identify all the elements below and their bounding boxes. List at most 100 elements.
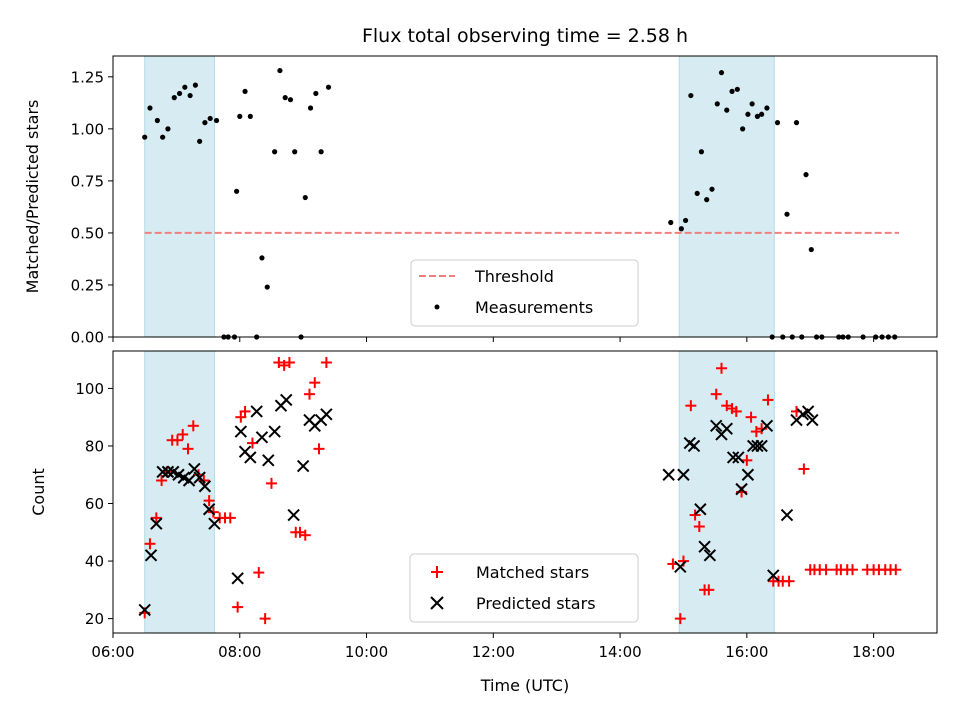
y-tick-label-1: 0.25 xyxy=(71,276,104,294)
x-tick-label-0: 06:00 xyxy=(91,643,134,661)
matched-stars-point-31 xyxy=(309,377,321,389)
ratio-panel-frame xyxy=(112,55,938,338)
matched-stars-point-48 xyxy=(741,454,753,466)
matched-stars-point-3 xyxy=(156,474,168,486)
predicted-stars-point-31 xyxy=(674,560,687,574)
matched-stars-point-26 xyxy=(283,357,295,369)
measurements-point-27 xyxy=(287,97,294,103)
measurements-point-43 xyxy=(714,101,720,107)
predicted-stars-point-0 xyxy=(138,603,151,617)
predicted-stars-point-42 xyxy=(732,451,745,464)
predicted-stars-point-50 xyxy=(780,508,794,522)
observing-window-0 xyxy=(144,55,215,338)
y-tick-label-4: 100 xyxy=(75,380,104,398)
measurements-point-47 xyxy=(734,86,740,92)
matched-stars-point-23 xyxy=(265,477,277,489)
predicted-stars-point-46 xyxy=(751,439,764,453)
measurements-point-57 xyxy=(784,211,790,217)
chart-title: Flux total observing time = 2.58 h xyxy=(362,25,688,47)
measurements-point-13 xyxy=(213,117,220,124)
measurements-point-10 xyxy=(197,138,203,144)
legend-measurements-swatch xyxy=(434,304,440,310)
x-tick-label-3: 12:00 xyxy=(472,643,515,661)
predicted-stars-point-23 xyxy=(280,393,293,407)
measurements-point-59 xyxy=(793,120,800,126)
y-tick-label-1: 40 xyxy=(85,553,104,571)
measurements-point-23 xyxy=(264,284,270,290)
matched-stars-point-43 xyxy=(715,362,727,374)
count-y-label: Count xyxy=(29,468,48,516)
matched-stars-point-12 xyxy=(203,495,215,507)
matched-stars-point-9 xyxy=(187,420,199,432)
predicted-stars-point-21 xyxy=(268,425,281,438)
matched-stars-point-46 xyxy=(730,405,742,417)
x-axis-label: Time (UTC) xyxy=(480,676,569,695)
measurements-point-12 xyxy=(207,115,213,122)
measurements-point-42 xyxy=(709,186,715,192)
measurements-point-61 xyxy=(803,172,809,178)
measurements-point-5 xyxy=(171,95,177,101)
measurements-point-1 xyxy=(147,105,153,111)
legend-threshold-label: Threshold xyxy=(474,267,554,286)
predicted-stars-point-40 xyxy=(720,422,733,435)
measurements-point-4 xyxy=(165,126,171,132)
matched-stars-point-38 xyxy=(689,509,701,521)
predicted-stars-point-11 xyxy=(198,480,212,493)
y-tick-label-0: 0.00 xyxy=(71,329,104,347)
measurements-point-37 xyxy=(682,217,689,224)
measurements-point-35 xyxy=(668,219,674,226)
x-tick-label-2: 10:00 xyxy=(345,643,388,661)
predicted-stars-point-12 xyxy=(202,503,216,516)
measurements-point-40 xyxy=(698,149,705,155)
measurements-point-53 xyxy=(764,105,770,111)
measurements-point-0 xyxy=(142,134,148,140)
observing-windows xyxy=(144,350,775,634)
measurements-point-20 xyxy=(247,113,253,119)
measurements-point-9 xyxy=(192,82,198,88)
measurements-point-24 xyxy=(272,149,278,155)
y-tick-label-3: 80 xyxy=(85,437,104,455)
y-tick-label-0: 20 xyxy=(85,610,104,628)
predicted-stars-point-17 xyxy=(244,451,257,464)
measurements-point-50 xyxy=(749,101,755,107)
ratio-panel: 0.00 0.25 0.50 0.75 1.00 1.25 Flux total obse… xyxy=(23,25,938,347)
predicted-stars-point-53 xyxy=(801,405,815,418)
matched-stars-point-30 xyxy=(303,388,315,400)
predicted-stars-point-1 xyxy=(144,549,158,562)
measurements-point-18 xyxy=(237,113,243,119)
measurements-point-7 xyxy=(182,84,188,90)
measurements-point-8 xyxy=(187,92,193,99)
ratio-y-ticks: 0.00 0.25 0.50 0.75 1.00 1.25 xyxy=(71,68,113,347)
matched-stars-point-22 xyxy=(259,613,271,625)
matched-stars-point-2 xyxy=(150,512,162,524)
measurements-point-26 xyxy=(282,95,288,101)
y-tick-label-5: 1.25 xyxy=(71,68,104,86)
predicted-stars-point-25 xyxy=(296,459,310,473)
measurements-point-41 xyxy=(704,197,710,203)
matched-stars-point-41 xyxy=(703,584,715,596)
predicted-stars-point-9 xyxy=(188,462,201,476)
measurements-point-44 xyxy=(718,70,725,76)
measurements-point-34 xyxy=(325,84,332,90)
matched-stars-point-49 xyxy=(745,411,757,423)
count-x-ticks: 06:00 08:00 10:00 12:00 14:00 16:00 18:00 xyxy=(91,633,895,661)
predicted-stars-point-10 xyxy=(193,471,206,484)
predicted-stars-point-24 xyxy=(287,508,300,522)
observing-window-1 xyxy=(678,350,775,634)
measurements-point-62 xyxy=(808,246,814,253)
matched-stars-point-6 xyxy=(171,434,183,446)
predicted-stars-point-13 xyxy=(208,517,221,530)
measurements-point-52 xyxy=(759,111,765,117)
y-tick-label-2: 60 xyxy=(85,495,104,513)
measurements-point-30 xyxy=(302,194,308,201)
measurements-point-17 xyxy=(234,188,240,194)
matched-stars-point-37 xyxy=(685,400,697,412)
measurements-point-48 xyxy=(740,126,746,132)
predicted-stars-point-43 xyxy=(735,482,748,496)
predicted-stars-point-38 xyxy=(710,419,723,433)
count-y-ticks: 20 40 60 80 100 xyxy=(75,380,113,628)
measurements-point-46 xyxy=(729,88,735,94)
measurements-point-33 xyxy=(318,149,324,155)
legend-measurements-label: Measurements xyxy=(475,298,593,317)
count-points xyxy=(138,357,902,625)
